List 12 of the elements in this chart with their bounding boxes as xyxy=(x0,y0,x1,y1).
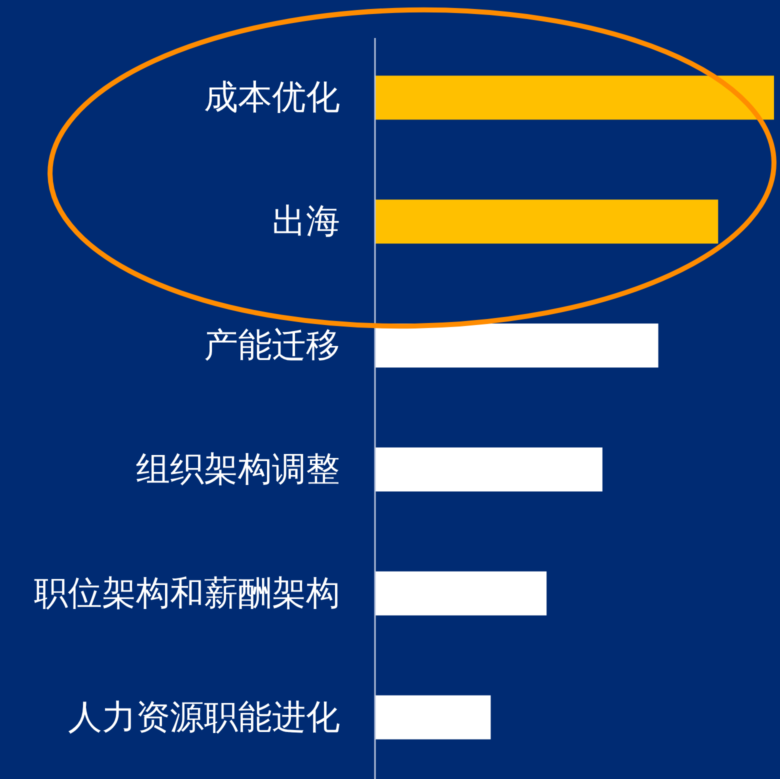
y-tick-label: 出海 xyxy=(272,202,340,242)
bar xyxy=(375,324,658,368)
bar xyxy=(375,200,718,244)
bar xyxy=(375,447,602,492)
y-tick-label: 人力资源职能进化 xyxy=(68,697,340,738)
bar xyxy=(375,571,547,616)
y-tick-label: 成本优化 xyxy=(204,78,340,118)
y-tick-label: 职位架构和薪酬架构 xyxy=(34,573,340,614)
y-tick-label: 产能迁移 xyxy=(204,326,340,366)
y-tick-label: 组织架构调整 xyxy=(136,449,340,490)
bar xyxy=(375,695,491,740)
bar xyxy=(375,76,774,120)
